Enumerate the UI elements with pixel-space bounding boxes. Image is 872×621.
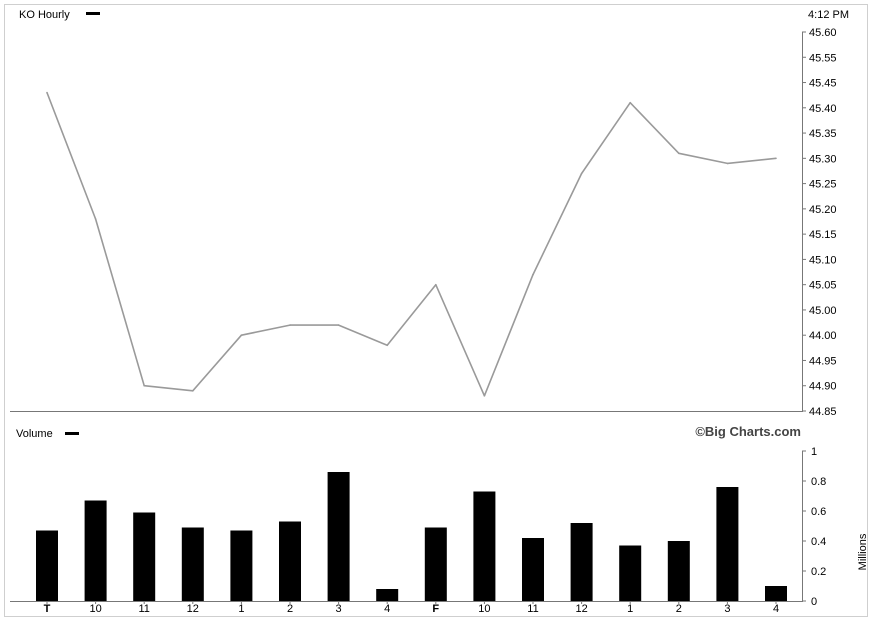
price-y-tick-label: 44.85 (809, 406, 837, 418)
volume-y-tick-label: 0 (811, 596, 817, 608)
volume-bar (133, 512, 156, 601)
price-y-tick-label: 45.25 (809, 179, 837, 191)
price-y-tick-label: 45.30 (809, 153, 837, 165)
price-y-tick-label: 45.55 (809, 52, 837, 64)
x-tick-label: 12 (575, 603, 587, 615)
x-tick-label: 12 (187, 603, 199, 615)
price-y-tick-label: 44.90 (809, 381, 837, 393)
x-tick-label: 1 (238, 603, 244, 615)
price-point (532, 273, 534, 276)
x-tick-label: 2 (287, 603, 293, 615)
watermark: ©Big Charts.com (695, 424, 801, 439)
x-tick-label: F (432, 603, 439, 615)
x-tick-label: 11 (138, 603, 149, 615)
volume-bar (84, 500, 107, 601)
volume-bar (570, 523, 593, 601)
volume-y-tick-label: 0.8 (811, 476, 826, 488)
price-point (143, 384, 145, 387)
price-point (192, 390, 194, 392)
volume-bar (279, 521, 301, 601)
price-point (289, 324, 291, 326)
price-y-tick-label: 45.05 (809, 280, 837, 292)
x-tick-labels: T 10 11 12 1 2 3 4 F 10 11 12 1 2 3 4 (44, 601, 779, 615)
price-title: KO Hourly (19, 9, 70, 21)
x-tick-label: 4 (384, 603, 390, 615)
price-y-tick-label: 45.40 (809, 103, 837, 115)
price-y-tick-label: 45.60 (809, 27, 837, 39)
x-tick-label: 4 (773, 603, 779, 615)
price-y-tick-label: 45.45 (809, 78, 837, 90)
volume-bar (765, 586, 787, 601)
price-legend-swatch (86, 12, 100, 15)
volume-bar (181, 527, 204, 601)
x-tick-label: 2 (676, 603, 682, 615)
volume-title: Volume (16, 428, 53, 440)
volume-bar (230, 530, 253, 601)
price-y-tick-label: 45.00 (809, 305, 837, 317)
price-point (629, 101, 631, 104)
time-label: 4:12 PM (808, 9, 849, 21)
price-y-tick-label: 44.00 (809, 330, 837, 342)
volume-y-tick-label: 0.4 (811, 536, 826, 548)
chart-frame (4, 4, 868, 617)
price-y-tick-label: 45.20 (809, 204, 837, 216)
x-tick-label: T (44, 603, 51, 615)
volume-bar (716, 487, 739, 601)
price-y-ticks: 45.60 45.55 45.45 45.40 45.35 45.30 45.25 45.20… (802, 27, 837, 418)
volume-bar (424, 527, 447, 601)
price-point (775, 157, 777, 160)
volume-bar (473, 491, 496, 601)
price-y-tick-label: 45.10 (809, 254, 837, 266)
x-tick-label: 10 (478, 603, 490, 615)
price-series-line (46, 92, 777, 397)
volume-y-axis-label: Millions (857, 533, 869, 570)
price-point (94, 218, 97, 220)
price-point (580, 172, 583, 175)
price-point (337, 324, 340, 326)
price-point (678, 152, 680, 155)
volume-y-tick-label: 1 (811, 446, 817, 458)
price-point (435, 283, 437, 286)
volume-bars (36, 472, 787, 601)
price-y-tick-label: 45.35 (809, 128, 837, 140)
volume-bar (619, 545, 642, 601)
volume-bar (667, 541, 690, 601)
x-tick-label: 10 (89, 603, 101, 615)
volume-bar (376, 589, 399, 601)
volume-y-tick-label: 0.2 (811, 566, 826, 578)
volume-bar (36, 530, 58, 601)
x-tick-label: 3 (724, 603, 730, 615)
price-point (726, 162, 729, 165)
volume-y-ticks: 1 0.8 0.6 0.4 0.2 0 (802, 446, 826, 608)
volume-y-tick-label: 0.6 (811, 506, 826, 518)
volume-legend-swatch (65, 432, 79, 435)
x-tick-label: 1 (627, 603, 633, 615)
price-point (483, 395, 486, 397)
price-point (240, 334, 243, 337)
volume-bar (522, 538, 544, 601)
price-y-tick-label: 45.15 (809, 229, 837, 241)
x-tick-label: 3 (336, 603, 342, 615)
price-points (46, 91, 777, 397)
price-y-tick-label: 44.95 (809, 355, 837, 367)
x-tick-label: 11 (527, 603, 538, 615)
price-point (386, 344, 389, 347)
volume-bar (327, 472, 350, 601)
price-point (46, 91, 48, 94)
